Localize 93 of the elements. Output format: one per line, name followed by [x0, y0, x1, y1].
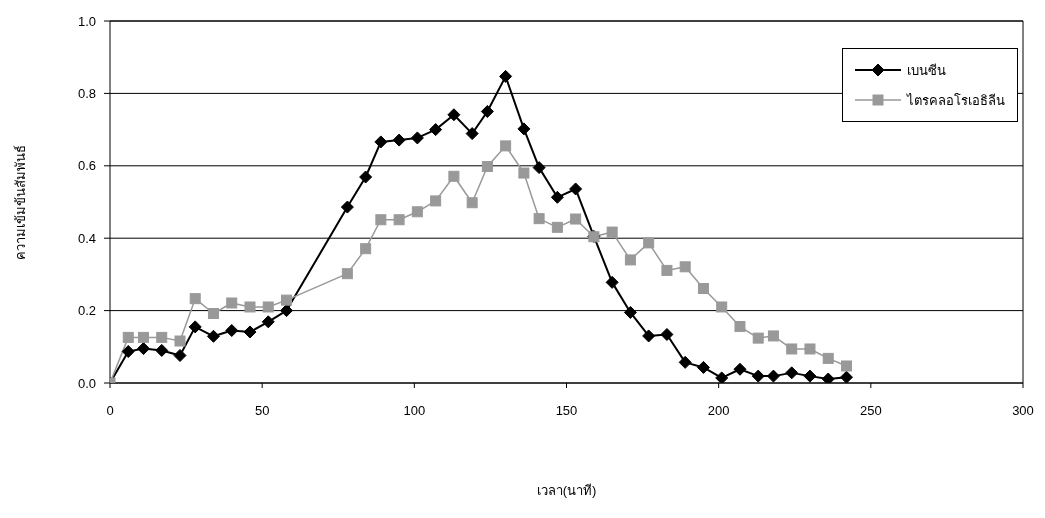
- point: [262, 301, 274, 313]
- point: [751, 369, 765, 383]
- point: [696, 360, 710, 374]
- point: [225, 324, 239, 338]
- x-tick-label: 100: [403, 403, 426, 419]
- point: [642, 329, 656, 343]
- point: [244, 301, 256, 313]
- legend-label: ไตรคลอโรเอธิลีน: [907, 91, 1005, 110]
- point: [803, 369, 817, 383]
- point: [623, 305, 637, 319]
- point: [660, 327, 674, 341]
- point: [341, 268, 353, 280]
- point: [155, 343, 169, 357]
- y-tick-label: 0.2: [77, 303, 96, 319]
- point: [606, 226, 618, 238]
- point: [715, 371, 729, 383]
- point: [189, 293, 201, 305]
- point: [480, 105, 494, 118]
- point: [374, 135, 388, 149]
- point: [430, 195, 442, 207]
- point: [624, 254, 636, 266]
- point: [679, 261, 691, 273]
- point: [500, 140, 512, 152]
- point: [518, 167, 530, 179]
- y-tick-label: 0.6: [77, 158, 96, 174]
- point: [465, 127, 479, 141]
- point: [767, 330, 779, 342]
- point: [410, 131, 424, 145]
- point: [411, 206, 423, 218]
- point: [821, 372, 835, 383]
- point: [804, 343, 816, 355]
- point: [121, 345, 135, 359]
- point: [481, 161, 493, 173]
- point: [188, 320, 202, 334]
- x-tick-label: 200: [707, 403, 730, 419]
- point: [393, 214, 405, 226]
- x-tick-label: 300: [1012, 403, 1034, 419]
- point: [533, 213, 545, 225]
- point: [122, 331, 134, 343]
- x-tick-label: 50: [254, 403, 270, 419]
- point: [661, 264, 673, 276]
- point: [136, 342, 150, 356]
- y-axis-title: ความเข้มข้นสัมพันธ์: [12, 144, 28, 260]
- point: [174, 335, 186, 347]
- y-tick-label: 1.0: [77, 13, 96, 29]
- point: [448, 170, 460, 182]
- point: [226, 297, 238, 309]
- point: [243, 325, 257, 339]
- point: [340, 200, 354, 214]
- point: [840, 360, 852, 372]
- point: [261, 315, 275, 329]
- point: [785, 366, 799, 380]
- point: [499, 69, 513, 83]
- point: [734, 321, 746, 333]
- point: [570, 213, 582, 225]
- y-tick-label: 0.8: [77, 86, 96, 102]
- point: [752, 332, 764, 344]
- x-axis-title: เวลา(นาที): [536, 483, 597, 498]
- point: [733, 362, 747, 376]
- point: [839, 370, 853, 383]
- point: [766, 369, 780, 383]
- point: [643, 237, 655, 249]
- x-tick-label: 0: [106, 403, 114, 419]
- point: [392, 133, 406, 147]
- point: [206, 329, 220, 343]
- point: [678, 355, 692, 369]
- point: [532, 161, 546, 175]
- point: [359, 170, 373, 184]
- point: [429, 123, 443, 137]
- point: [697, 283, 709, 295]
- point: [207, 308, 219, 319]
- point: [447, 108, 461, 122]
- point: [466, 197, 478, 209]
- point: [375, 214, 387, 226]
- y-tick-label: 0.4: [77, 230, 96, 246]
- point: [786, 343, 798, 355]
- point: [281, 294, 293, 306]
- point: [156, 331, 168, 343]
- point: [550, 190, 564, 204]
- point: [137, 331, 149, 343]
- point: [822, 352, 834, 364]
- point: [569, 182, 583, 196]
- legend-label: เบนซีน: [907, 61, 946, 80]
- point: [517, 122, 531, 136]
- x-tick-label: 250: [859, 403, 882, 419]
- point: [280, 304, 294, 318]
- point: [551, 221, 563, 233]
- point: [605, 275, 619, 289]
- y-tick-label: 0.0: [77, 375, 96, 391]
- x-tick-label: 150: [555, 403, 578, 419]
- point: [716, 301, 728, 313]
- point: [360, 243, 372, 255]
- point: [173, 348, 187, 362]
